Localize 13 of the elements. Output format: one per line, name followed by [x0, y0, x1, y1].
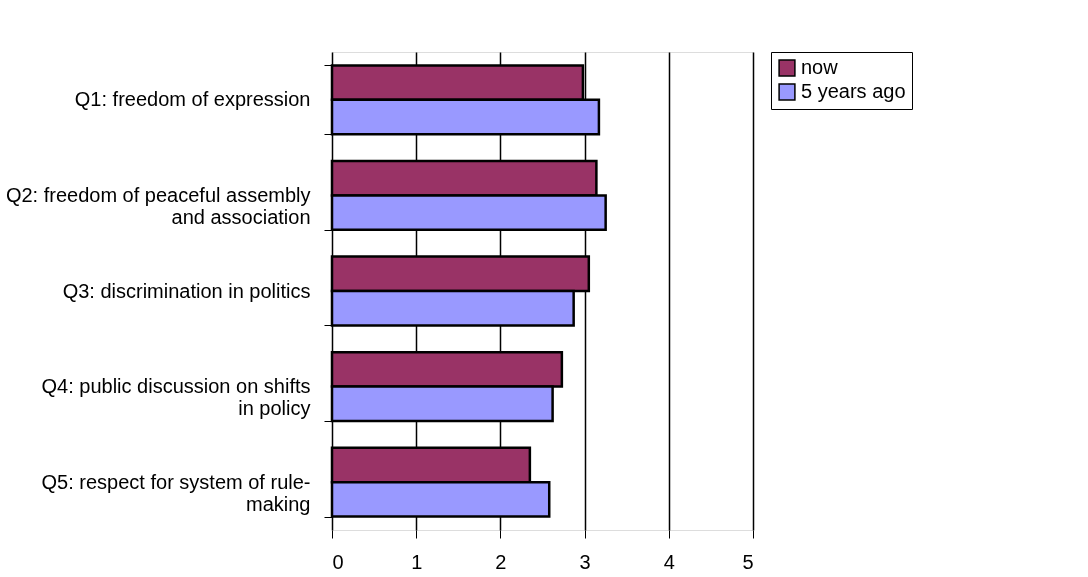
x-tick-label: 4	[663, 550, 675, 573]
x-tick-label: 2	[495, 550, 507, 573]
x-tick-label: 0	[332, 550, 344, 573]
x-tick-label: 3	[579, 550, 591, 573]
y-tick-label: Q1: freedom of expression	[74, 88, 311, 111]
y-tick-label: Q5: respect for system of rule-making	[41, 470, 311, 515]
x-tick-label: 1	[411, 550, 423, 573]
x-tick-label: 5	[742, 550, 754, 573]
y-tick-label: Q2: freedom of peaceful assembly and association	[5, 183, 311, 228]
y-tick-label: Q4: public discussion on shifts in policy	[41, 375, 311, 420]
y-tick-label: Q3: discrimination in politics	[62, 279, 311, 302]
legend-label: now	[801, 56, 839, 78]
legend-label: 5 years ago	[801, 80, 906, 102]
